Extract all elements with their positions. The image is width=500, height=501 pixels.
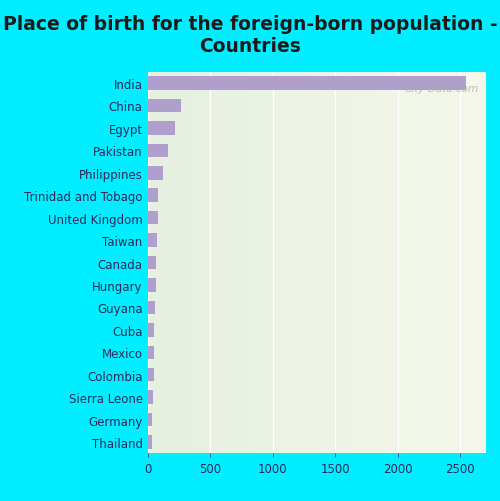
Bar — [148, 189, 158, 202]
Bar — [148, 211, 158, 225]
Bar — [148, 122, 175, 135]
Bar — [148, 391, 153, 404]
Bar — [148, 324, 154, 337]
Bar — [148, 234, 157, 247]
Text: City-Data.com: City-Data.com — [404, 84, 478, 94]
Bar — [148, 301, 155, 315]
Bar — [148, 279, 156, 292]
Bar — [148, 257, 156, 270]
Bar — [148, 413, 152, 426]
Bar — [148, 368, 154, 382]
Bar — [148, 100, 180, 113]
Bar — [148, 346, 154, 359]
Text: Place of birth for the foreign-born population -
Countries: Place of birth for the foreign-born popu… — [2, 15, 498, 56]
Bar — [148, 144, 168, 158]
Bar — [148, 167, 162, 180]
Bar — [148, 77, 466, 91]
Bar — [148, 435, 152, 449]
